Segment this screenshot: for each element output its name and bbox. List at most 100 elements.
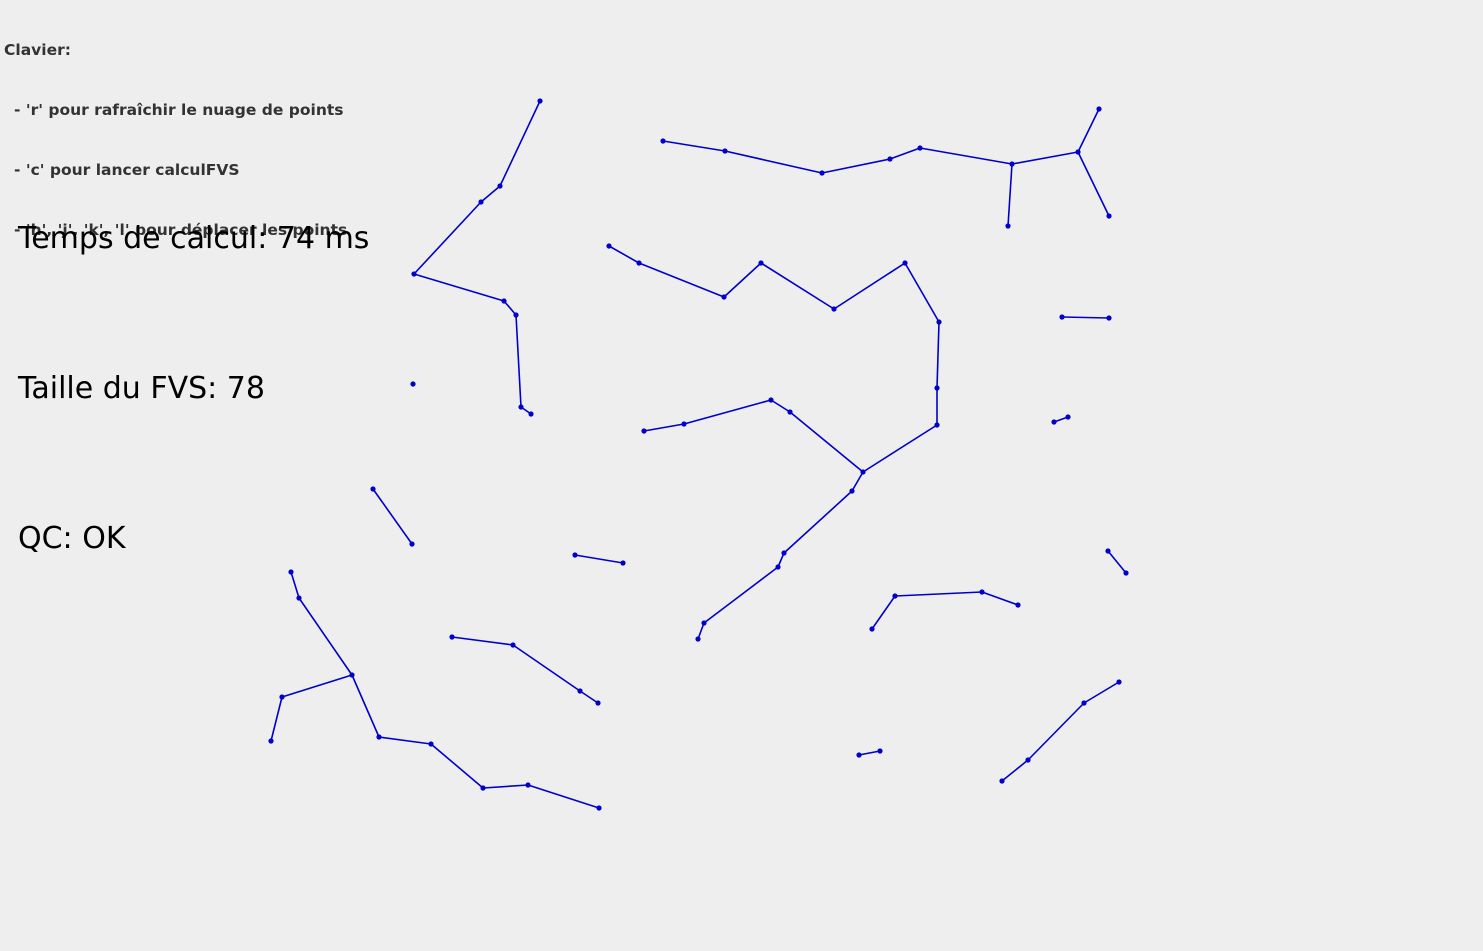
graph-point (902, 260, 908, 266)
graph-point (376, 734, 382, 740)
graph-point (510, 642, 516, 648)
graph-point (268, 738, 274, 744)
graph-edge-path (1061, 316, 1110, 319)
graph-point (887, 156, 893, 162)
graph-edge-path (290, 571, 600, 809)
graph-point (1059, 314, 1065, 320)
graph-point (596, 805, 602, 811)
graph-edge-path (643, 399, 864, 473)
qc-status-label: QC: OK (18, 521, 126, 556)
graph-point (537, 98, 543, 104)
graph-point (722, 148, 728, 154)
graph-edge-path (413, 100, 541, 415)
graph-point (449, 634, 455, 640)
graph-edge-path (270, 674, 353, 742)
graph-point (1106, 213, 1112, 219)
graph-edge-path (871, 591, 1019, 630)
graph-edge-path (1007, 163, 1013, 227)
graph-point (695, 636, 701, 642)
graph-point (595, 700, 601, 706)
graph-point (641, 428, 647, 434)
graph-point (819, 170, 825, 176)
graph-edge-path (451, 636, 599, 704)
graph-point (831, 306, 837, 312)
graph-point (775, 564, 781, 570)
graph-point (480, 785, 486, 791)
graph-edge-path (1077, 151, 1110, 217)
graph-point (279, 694, 285, 700)
compute-time-label: Temps de calcul: 74 ms (18, 221, 370, 256)
graph-point (409, 541, 415, 547)
graph-edge-path (858, 750, 881, 756)
help-title: Clavier: (4, 41, 71, 59)
graph-point (936, 319, 942, 325)
graph-point (701, 620, 707, 626)
graph-point (296, 595, 302, 601)
graph-point (681, 421, 687, 427)
graph-point (934, 385, 940, 391)
graph-edge-path (372, 488, 413, 545)
graph-point (877, 748, 883, 754)
graph-point (999, 778, 1005, 784)
graph-point (478, 199, 484, 205)
graph-point (721, 294, 727, 300)
graph-point (660, 138, 666, 144)
graph-point (1081, 700, 1087, 706)
graph-point (1096, 106, 1102, 112)
graph-point (934, 422, 940, 428)
graph-point (1015, 602, 1021, 608)
graph-point (1116, 679, 1122, 685)
graph-point (410, 381, 416, 387)
graph-point (1009, 161, 1015, 167)
stats-panel: Temps de calcul: 74 ms Taille du FVS: 78… (18, 114, 369, 664)
graph-point (1106, 315, 1112, 321)
graph-point (1065, 414, 1071, 420)
graph-point (501, 298, 507, 304)
graph-point (979, 589, 985, 595)
graph-point (849, 488, 855, 494)
graph-point (606, 243, 612, 249)
graph-point (349, 672, 355, 678)
graph-point (1025, 757, 1031, 763)
graph-point (525, 782, 531, 788)
help-line-move: - 'h', 'j', 'k', 'l' pour déplacer les p… (14, 221, 348, 239)
graph-point (892, 593, 898, 599)
graph-point (288, 569, 294, 575)
graph-edge-path (574, 554, 624, 564)
graph-edges (270, 100, 1127, 809)
graph-edge-path (662, 108, 1100, 174)
help-line-refresh: - 'r' pour rafraîchir le nuage de points (14, 101, 344, 119)
graph-point (370, 486, 376, 492)
graph-point (1075, 149, 1081, 155)
graph-point (428, 741, 434, 747)
graph-point (497, 183, 503, 189)
graph-point (787, 409, 793, 415)
graph-point (781, 550, 787, 556)
graph-point (528, 411, 534, 417)
graph-point (1051, 419, 1057, 425)
graph-point (758, 260, 764, 266)
graph-point (1123, 570, 1129, 576)
graph-points (268, 98, 1129, 811)
graph-edge-path (1001, 681, 1120, 782)
keyboard-help: Clavier: - 'r' pour rafraîchir le nuage … (4, 0, 347, 280)
graph-point (636, 260, 642, 266)
graph-point (1005, 223, 1011, 229)
graph-point (620, 560, 626, 566)
graph-edge-path (608, 245, 940, 640)
fvs-size-label: Taille du FVS: 78 (18, 371, 265, 406)
graph-point (577, 688, 583, 694)
graph-point (572, 552, 578, 558)
graph-point (917, 145, 923, 151)
help-line-compute: - 'c' pour lancer calculFVS (14, 161, 240, 179)
graph-point (411, 271, 417, 277)
graph-point (518, 404, 524, 410)
graph-point (768, 397, 774, 403)
graph-point (869, 626, 875, 632)
graph-point (860, 469, 866, 475)
graph-point (1105, 548, 1111, 554)
graph-point (513, 312, 519, 318)
graph-edge-path (1107, 550, 1127, 574)
